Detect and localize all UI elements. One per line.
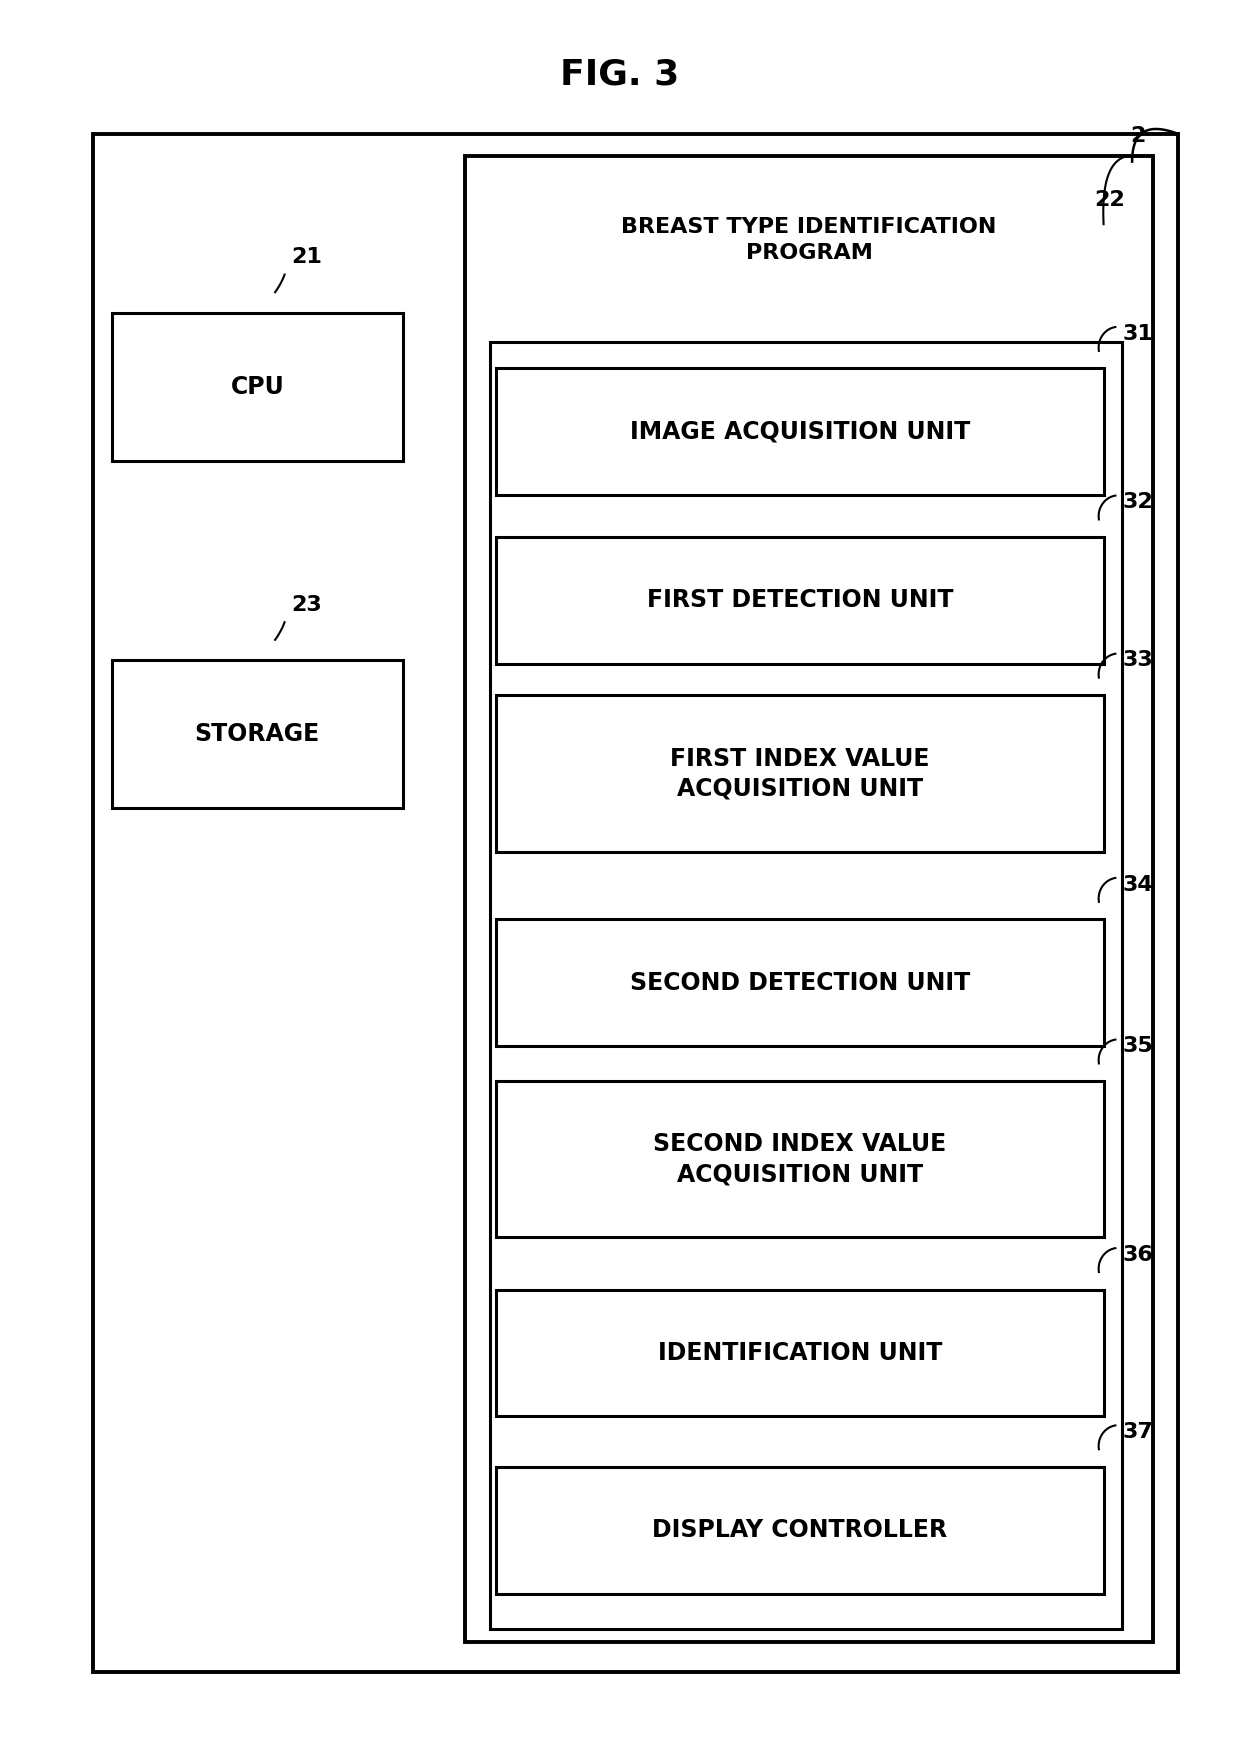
Text: DISPLAY CONTROLLER: DISPLAY CONTROLLER <box>652 1519 947 1542</box>
Text: 2: 2 <box>1131 125 1146 146</box>
Bar <box>496 919 1104 1046</box>
Bar <box>465 156 1153 1642</box>
Text: IMAGE ACQUISITION UNIT: IMAGE ACQUISITION UNIT <box>630 421 970 443</box>
Bar <box>490 342 1122 1629</box>
Text: 23: 23 <box>291 594 322 615</box>
Bar <box>496 1290 1104 1416</box>
Text: CPU: CPU <box>231 375 284 398</box>
Text: 35: 35 <box>1123 1036 1153 1057</box>
Text: 36: 36 <box>1123 1244 1153 1265</box>
Bar <box>496 368 1104 495</box>
Text: 37: 37 <box>1123 1422 1153 1443</box>
Bar <box>496 1081 1104 1237</box>
Text: 32: 32 <box>1123 492 1153 513</box>
Text: SECOND DETECTION UNIT: SECOND DETECTION UNIT <box>630 972 970 994</box>
Text: IDENTIFICATION UNIT: IDENTIFICATION UNIT <box>657 1342 942 1364</box>
Text: 22: 22 <box>1095 189 1125 210</box>
Bar <box>496 695 1104 852</box>
Bar <box>496 1467 1104 1594</box>
Bar <box>112 313 403 461</box>
Text: 33: 33 <box>1123 650 1153 671</box>
Text: FIRST DETECTION UNIT: FIRST DETECTION UNIT <box>646 589 954 612</box>
Bar <box>496 537 1104 664</box>
Text: 21: 21 <box>291 247 322 268</box>
Text: BREAST TYPE IDENTIFICATION
PROGRAM: BREAST TYPE IDENTIFICATION PROGRAM <box>621 217 997 262</box>
Bar <box>112 660 403 808</box>
Text: FIRST INDEX VALUE
ACQUISITION UNIT: FIRST INDEX VALUE ACQUISITION UNIT <box>670 747 930 799</box>
Text: STORAGE: STORAGE <box>195 723 320 746</box>
Text: 31: 31 <box>1123 323 1153 344</box>
Text: 34: 34 <box>1123 874 1153 895</box>
Text: FIG. 3: FIG. 3 <box>560 57 680 92</box>
Text: SECOND INDEX VALUE
ACQUISITION UNIT: SECOND INDEX VALUE ACQUISITION UNIT <box>653 1133 946 1185</box>
Bar <box>93 134 1178 1672</box>
